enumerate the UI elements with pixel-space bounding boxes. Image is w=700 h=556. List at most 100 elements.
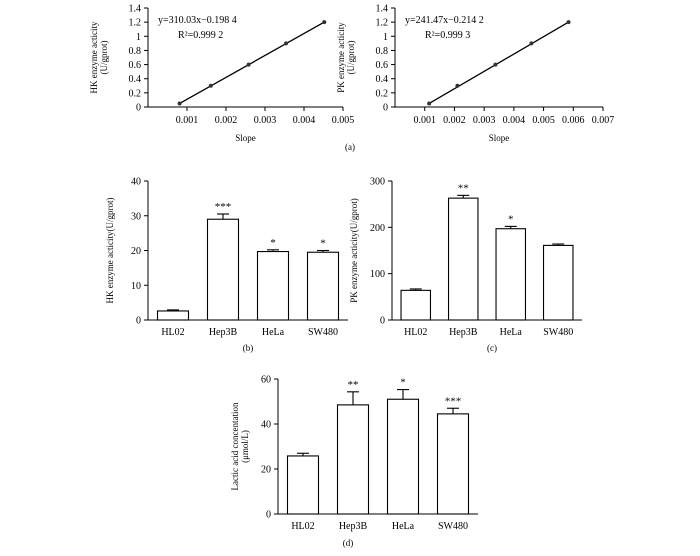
x-category-label: HeLa — [500, 327, 523, 338]
y-tick-label: 40 — [261, 420, 271, 431]
bar — [286, 455, 320, 515]
significance-marker: ** — [458, 182, 469, 194]
regression-line — [178, 20, 326, 105]
y-tick-label: 0.6 — [129, 60, 142, 71]
data-point — [177, 101, 182, 106]
panel-label: (b) — [243, 343, 254, 353]
y-tick-label: 30 — [131, 211, 141, 222]
y-tick-label: 0.2 — [376, 88, 389, 99]
x-tick-label: 0.007 — [592, 115, 615, 126]
x-category-label: SW480 — [308, 327, 338, 338]
x-category-label: HL02 — [404, 327, 427, 338]
significance-marker: *** — [445, 395, 462, 407]
y-tick-label: 20 — [131, 246, 141, 257]
y-tick-label: 1.4 — [376, 4, 389, 15]
y-tick-label: 1 — [383, 32, 388, 43]
significance-marker: * — [270, 237, 276, 249]
x-tick-label: 0.001 — [413, 115, 436, 126]
data-point — [529, 41, 534, 46]
significance-marker: * — [508, 213, 514, 225]
y-tick-label: 0.4 — [129, 74, 142, 85]
bar — [336, 404, 370, 515]
panel-label: (c) — [487, 343, 497, 353]
y-tick-label: 0.2 — [129, 88, 142, 99]
y-axis-label-unit: (U/gprot) — [99, 41, 109, 75]
r-squared: R²=0.999 3 — [425, 30, 470, 41]
y-tick-label: 1.2 — [376, 18, 389, 29]
y-axis-label: HK enzyme acticity — [89, 21, 99, 93]
data-point — [566, 20, 571, 25]
x-tick-label: 0.001 — [176, 115, 199, 126]
y-tick-label: 0 — [380, 316, 385, 327]
y-tick-label: 0 — [266, 510, 271, 521]
x-tick-label: 0.006 — [562, 115, 585, 126]
bar — [400, 289, 432, 321]
y-axis-label: PK enzyme acticity(U/gprot) — [349, 198, 359, 302]
x-tick-label: 0.005 — [532, 115, 555, 126]
y-axis-label: HK enzyme acticity(U/gprot) — [105, 198, 115, 304]
y-tick-label: 0 — [136, 316, 141, 327]
y-tick-label: 20 — [261, 465, 271, 476]
y-tick-label: 0.8 — [129, 46, 142, 57]
bar — [436, 413, 470, 515]
x-category-label: HL02 — [291, 521, 314, 532]
panel-label: (d) — [343, 538, 354, 548]
data-point — [208, 83, 213, 88]
y-axis-label-unit: (μmol/L) — [240, 430, 250, 463]
y-tick-label: 0.8 — [376, 46, 389, 57]
bar — [386, 398, 420, 515]
bar — [256, 250, 290, 321]
significance-marker: ** — [348, 379, 359, 391]
x-category-label: Hep3B — [209, 327, 238, 338]
data-point — [322, 20, 327, 25]
bar — [495, 228, 527, 321]
bar — [447, 197, 479, 321]
data-point — [284, 41, 289, 46]
y-axis-label-unit: (U/gprot) — [346, 41, 356, 75]
x-tick-label: 0.005 — [332, 115, 355, 126]
data-point — [455, 83, 460, 88]
y-tick-label: 10 — [131, 281, 141, 292]
y-tick-label: 0 — [383, 103, 388, 114]
regression-line — [428, 21, 570, 105]
x-tick-label: 0.004 — [293, 115, 316, 126]
y-axis-label: Lactic acid concentation — [230, 402, 240, 490]
bar — [156, 310, 190, 321]
y-tick-label: 0 — [136, 103, 141, 114]
x-category-label: HL02 — [161, 327, 184, 338]
data-point — [493, 62, 498, 67]
panel-label: (a) — [345, 142, 355, 152]
x-category-label: Hep3B — [339, 521, 368, 532]
y-tick-label: 1.2 — [129, 18, 142, 29]
regression-equation: y=310.03x−0.198 4 — [158, 15, 237, 26]
x-category-label: HeLa — [392, 521, 415, 532]
bar — [542, 244, 574, 321]
significance-marker: * — [320, 238, 326, 250]
y-tick-label: 40 — [131, 177, 141, 188]
x-tick-label: 0.002 — [443, 115, 466, 126]
x-tick-label: 0.004 — [503, 115, 526, 126]
x-tick-label: 0.002 — [215, 115, 238, 126]
x-axis-label: Slope — [489, 133, 510, 143]
r-squared: R²=0.999 2 — [178, 30, 223, 41]
significance-marker: * — [400, 377, 406, 389]
x-axis-label: Slope — [235, 133, 256, 143]
regression-equation: y=241.47x−0.214 2 — [405, 15, 484, 26]
x-category-label: HeLa — [262, 327, 285, 338]
x-category-label: SW480 — [438, 521, 468, 532]
x-category-label: Hep3B — [449, 327, 478, 338]
y-axis-label: PK enzyme acticity — [336, 22, 346, 93]
y-tick-label: 60 — [261, 375, 271, 386]
y-tick-label: 1 — [136, 32, 141, 43]
x-tick-label: 0.003 — [254, 115, 277, 126]
y-tick-label: 0.4 — [376, 74, 389, 85]
y-tick-label: 100 — [370, 269, 385, 280]
x-category-label: SW480 — [543, 327, 573, 338]
y-tick-label: 0.6 — [376, 60, 389, 71]
y-tick-label: 1.4 — [129, 4, 142, 15]
x-tick-label: 0.003 — [473, 115, 496, 126]
y-tick-label: 300 — [370, 177, 385, 188]
significance-marker: *** — [215, 201, 232, 213]
data-point — [427, 101, 432, 106]
